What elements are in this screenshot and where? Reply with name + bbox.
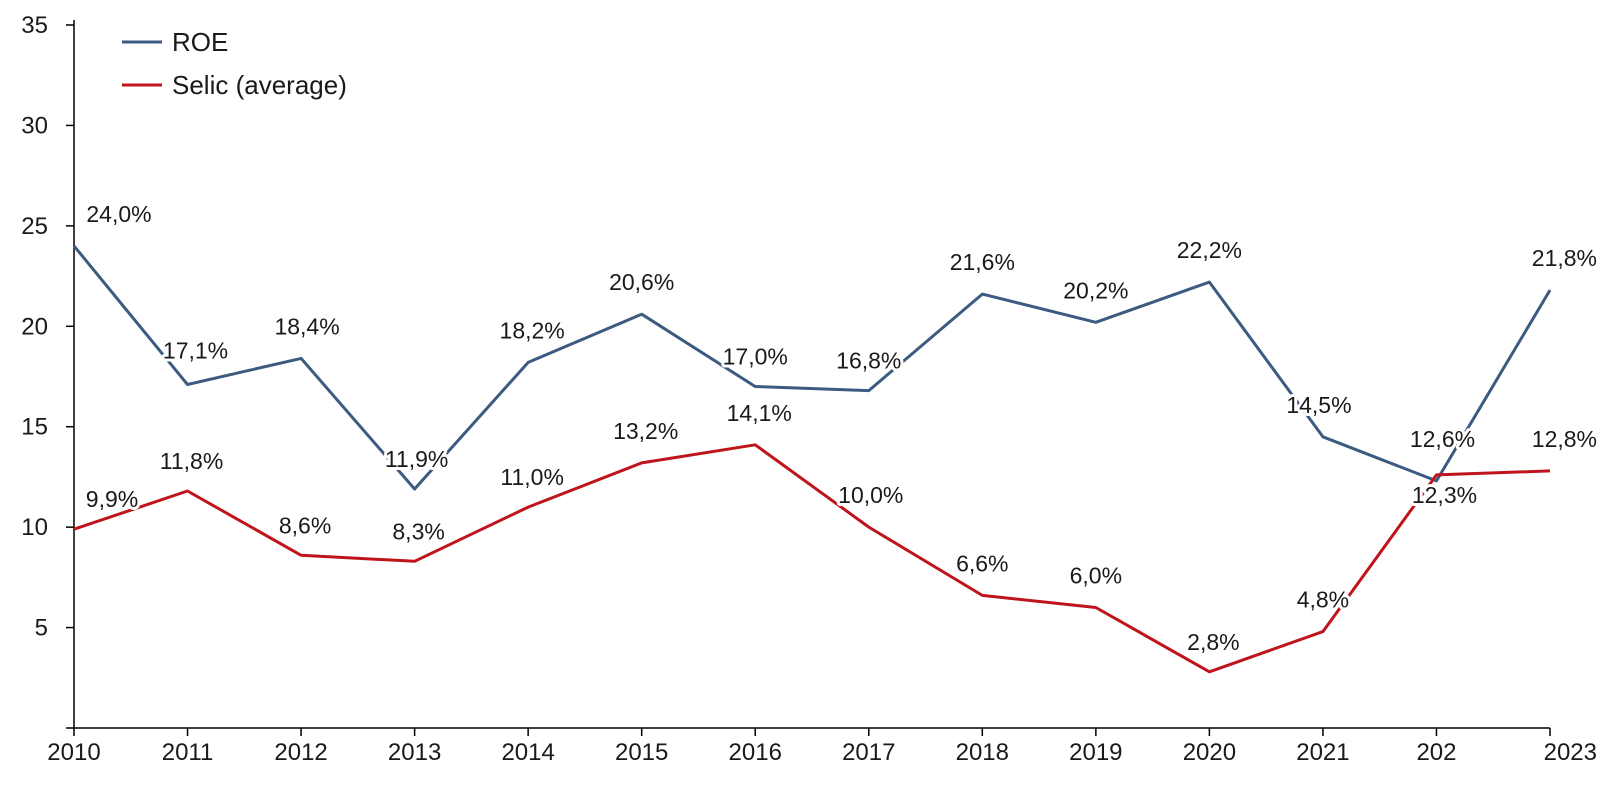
data-label-halo: 14,5% xyxy=(1286,392,1351,418)
data-label: 22,2% xyxy=(1177,237,1242,263)
data-label-halo: 18,2% xyxy=(500,317,565,343)
data-label-halo: 14,1% xyxy=(727,400,792,426)
data-label-halo: 4,8% xyxy=(1297,587,1349,613)
data-label: 17,0% xyxy=(723,344,788,370)
data-label-halo: 21,6% xyxy=(950,249,1015,275)
data-label: 12,6% xyxy=(1410,426,1475,452)
data-label-halo: 9,9% xyxy=(86,486,138,512)
y-tick-label: 10 xyxy=(21,514,48,541)
data-label: 18,4% xyxy=(274,313,339,339)
x-tick-label: 2021 xyxy=(1296,739,1349,766)
x-tick-label: 2014 xyxy=(501,739,554,766)
x-tick-label: 2019 xyxy=(1069,739,1122,766)
x-tick-label: 2020 xyxy=(1183,739,1236,766)
data-label-halo: 22,2% xyxy=(1177,237,1242,263)
x-tick-label: 2012 xyxy=(274,739,327,766)
series-line-roe xyxy=(72,244,1552,491)
data-label: 11,8% xyxy=(160,448,224,474)
legend-label: ROE xyxy=(172,27,228,57)
data-label-halo: 20,6% xyxy=(609,269,674,295)
data-label-halo: 11,8% xyxy=(160,448,224,474)
y-tick-label: 35 xyxy=(21,12,48,39)
x-tick-label: 2023 xyxy=(1544,739,1597,766)
data-label-halo: 17,0% xyxy=(723,344,788,370)
legend: ROE Selic (average) xyxy=(122,27,347,100)
data-label-halo: 12,6% xyxy=(1410,426,1475,452)
data-label-halo: 12,3% xyxy=(1412,482,1477,508)
series-line-selic xyxy=(73,443,1551,674)
data-label-halo: 6,0% xyxy=(1070,562,1122,588)
data-label-halo: 13,2% xyxy=(613,418,678,444)
data-label-halo: 21,8% xyxy=(1532,245,1597,271)
data-label: 20,2% xyxy=(1063,277,1128,303)
data-label-halo: 12,8% xyxy=(1532,426,1597,452)
x-tick-label: 2018 xyxy=(956,739,1009,766)
x-tick-label: 2016 xyxy=(729,739,782,766)
x-tick-label: 202 xyxy=(1416,739,1456,766)
data-label: 17,1% xyxy=(163,338,228,364)
data-label: 14,1% xyxy=(727,400,792,426)
data-label: 24,0% xyxy=(86,201,151,227)
y-tick-label: 30 xyxy=(21,112,48,139)
data-label: 8,3% xyxy=(392,518,444,544)
data-label: 8,6% xyxy=(279,512,331,538)
x-tick-label: 2011 xyxy=(162,739,214,766)
x-tick-label: 2017 xyxy=(842,739,895,766)
y-tick-label: 25 xyxy=(21,213,48,240)
series-lines xyxy=(72,244,1552,674)
data-label: 21,8% xyxy=(1532,245,1597,271)
data-label: 13,2% xyxy=(613,418,678,444)
data-label: 9,9% xyxy=(86,486,138,512)
y-tick-label: 5 xyxy=(35,615,48,642)
data-label-halo: 11,0% xyxy=(500,464,564,490)
data-label: 11,0% xyxy=(500,464,564,490)
data-label: 10,0% xyxy=(838,482,903,508)
x-tick-label: 2010 xyxy=(47,739,100,766)
data-label-halo: 11,9% xyxy=(385,446,449,472)
x-tick-label: 2013 xyxy=(388,739,441,766)
data-label: 6,0% xyxy=(1070,562,1122,588)
legend-label: Selic (average) xyxy=(172,70,347,100)
data-label: 18,2% xyxy=(500,317,565,343)
data-label-halo: 10,0% xyxy=(838,482,903,508)
data-label-halo: 20,2% xyxy=(1063,277,1128,303)
data-label-halo: 6,6% xyxy=(956,550,1008,576)
data-label-halo: 24,0% xyxy=(86,201,151,227)
data-label: 21,6% xyxy=(950,249,1015,275)
data-label: 12,8% xyxy=(1532,426,1597,452)
data-label-halo: 2,8% xyxy=(1187,629,1239,655)
data-label: 14,5% xyxy=(1286,392,1351,418)
data-label: 2,8% xyxy=(1187,629,1239,655)
data-label-halo: 8,3% xyxy=(392,518,444,544)
data-label: 16,8% xyxy=(836,348,901,374)
data-label: 6,6% xyxy=(956,550,1008,576)
y-tick-label: 15 xyxy=(21,414,48,441)
data-label-halo: 18,4% xyxy=(274,313,339,339)
data-label: 20,6% xyxy=(609,269,674,295)
x-tick-label: 2015 xyxy=(615,739,668,766)
y-tick-label: 20 xyxy=(21,313,48,340)
data-label-halo: 16,8% xyxy=(836,348,901,374)
data-label: 4,8% xyxy=(1297,587,1349,613)
data-label: 12,3% xyxy=(1412,482,1477,508)
data-label-halo: 17,1% xyxy=(163,338,228,364)
data-label-halo: 8,6% xyxy=(279,512,331,538)
data-labels: 24,0%24,0%17,1%17,1%18,4%18,4%11,9%11,9%… xyxy=(83,198,1597,658)
data-label: 11,9% xyxy=(385,446,449,472)
